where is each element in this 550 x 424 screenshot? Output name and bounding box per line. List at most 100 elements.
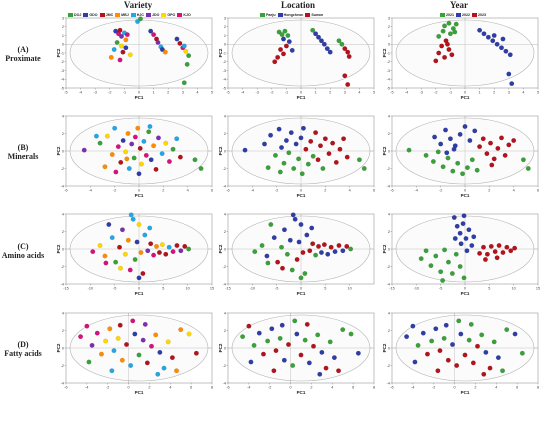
data-point — [457, 230, 463, 236]
data-point — [460, 221, 466, 227]
x-tick-label: 4 — [196, 91, 198, 95]
data-point — [287, 237, 293, 243]
data-point — [442, 247, 448, 253]
x-tick-label: -2 — [432, 386, 435, 390]
data-point — [279, 244, 284, 250]
data-point — [144, 360, 150, 366]
data-point — [464, 165, 470, 171]
data-point — [112, 125, 118, 131]
data-point — [119, 33, 124, 39]
x-tick-label: 6 — [190, 386, 192, 390]
x-axis-label: PC1 — [461, 390, 470, 395]
data-point — [113, 259, 119, 265]
data-point — [281, 160, 287, 166]
data-point — [120, 138, 126, 143]
data-point — [313, 130, 319, 136]
y-tick-label: 0 — [388, 346, 390, 350]
y-tick-label: -2 — [223, 167, 226, 171]
data-point — [435, 368, 441, 374]
x-tick-label: 2 — [167, 91, 169, 95]
row-label-proximate: (A) Proximate — [0, 45, 46, 63]
data-point — [320, 166, 326, 171]
x-axis-label: PC1 — [135, 291, 144, 296]
y-tick-label: -3 — [61, 69, 64, 73]
data-point — [313, 252, 319, 258]
legend-swatch — [260, 12, 265, 17]
data-point — [332, 249, 338, 255]
data-point — [109, 368, 115, 374]
data-point — [458, 241, 464, 247]
data-point — [449, 271, 455, 276]
data-point — [261, 351, 266, 357]
data-point — [502, 152, 508, 158]
data-point — [355, 350, 361, 356]
y-tick-label: 0 — [224, 247, 226, 251]
data-point — [316, 34, 321, 40]
data-point — [265, 338, 271, 344]
legend-swatch — [440, 12, 445, 17]
x-tick-label: 4 — [358, 91, 360, 95]
data-point — [281, 357, 287, 363]
scatter-panel: -5 -4 -3 -2 -1 0 1 2 3 4 5 -5 -4 -3 -2 -1 0 1 2 3 PC1 PC2 — [382, 16, 539, 100]
x-tick-label: 6 — [537, 189, 539, 193]
data-point — [259, 243, 265, 248]
data-point — [341, 136, 347, 142]
x-tick-label: -15 — [63, 287, 69, 291]
data-point — [132, 134, 138, 140]
data-point — [345, 49, 351, 55]
data-point — [457, 131, 463, 137]
data-point — [127, 52, 133, 58]
data-point — [186, 53, 192, 59]
y-tick-label: 2 — [388, 25, 390, 29]
y-axis-label: PC2 — [382, 146, 387, 155]
data-point — [491, 339, 497, 345]
data-point — [89, 342, 95, 348]
x-tick-label: -10 — [88, 287, 94, 291]
legend-label: 2023 — [478, 12, 486, 17]
x-tick-label: 0 — [464, 287, 466, 291]
y-tick-label: -4 — [223, 184, 226, 188]
data-point — [444, 150, 450, 156]
data-point — [500, 250, 506, 255]
data-point — [307, 248, 313, 254]
data-point — [318, 143, 323, 149]
x-tick-label: 0 — [464, 91, 466, 95]
legend-swatch — [472, 12, 477, 17]
data-point — [248, 359, 254, 365]
data-point — [495, 145, 501, 151]
data-point — [302, 337, 308, 343]
legend-swatch — [277, 12, 283, 17]
data-point — [525, 166, 531, 171]
data-point — [432, 134, 438, 140]
data-point — [294, 257, 300, 262]
data-point — [412, 359, 418, 365]
y-tick-label: 1 — [388, 34, 390, 38]
legend-swatch — [145, 12, 151, 17]
y-axis-label: PC2 — [218, 343, 223, 352]
data-point — [439, 43, 445, 49]
data-point — [140, 271, 146, 276]
legend-item: 2023 — [472, 12, 486, 17]
data-point — [484, 251, 490, 257]
data-point — [330, 140, 336, 146]
data-point — [276, 126, 282, 132]
data-point — [466, 227, 472, 233]
row-label-text: Fatty acids — [4, 349, 42, 358]
data-point — [183, 48, 189, 54]
data-point — [443, 322, 449, 328]
data-point — [129, 141, 135, 147]
data-point — [275, 259, 281, 265]
data-point — [286, 39, 292, 45]
data-point — [315, 332, 321, 338]
data-point — [461, 213, 467, 219]
data-point — [130, 318, 136, 324]
data-point — [445, 357, 451, 363]
data-point — [302, 271, 308, 276]
y-tick-label: -4 — [387, 282, 390, 286]
data-point — [123, 149, 129, 155]
data-point — [406, 147, 412, 153]
data-point — [433, 58, 439, 64]
data-point — [275, 54, 281, 60]
data-point — [165, 339, 171, 345]
